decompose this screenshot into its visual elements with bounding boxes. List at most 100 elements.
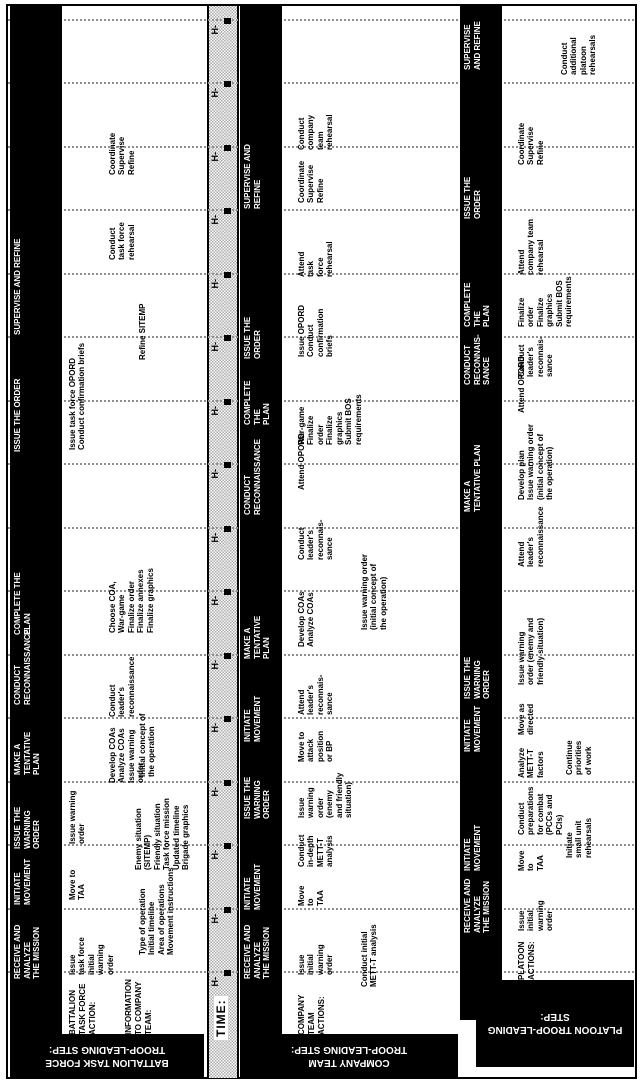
action-text-block: Issue task force initial warning order — [68, 937, 115, 975]
action-text-block: Issue OPORD Conduct confirmation briefs — [297, 304, 335, 357]
action-text-block: Move to attack position or BP — [297, 730, 335, 762]
action-text-block: Conduct leader's reconnaissance — [108, 656, 136, 717]
step-header-cell: COMPLETE THE PLAN — [13, 572, 32, 635]
step-header-cell: INITIATE MOVEMENT — [13, 858, 32, 905]
row-label: INFORMATION TO COMPANY TEAM: — [124, 979, 153, 1035]
action-text-block: Conduct in-depth METT-T analysis — [297, 834, 335, 867]
h-hour-tick-label: H- — [210, 469, 220, 479]
action-text-block: Conduct company team rehearsal — [297, 114, 335, 150]
row-label: PLATOON ACTIONS: — [517, 941, 536, 980]
action-text-block: Move to TAA — [68, 869, 87, 900]
step-header-cell: INITIATE MOVEMENT — [463, 824, 482, 871]
h-hour-tick-label: H- — [210, 850, 220, 860]
action-text-block: Issue warning order (enemy and friendly … — [517, 617, 545, 685]
action-text-block: Conduct preparations for combat (PCCs an… — [517, 786, 564, 835]
action-text-block: Attend leader's reconnaissance — [517, 506, 545, 567]
band-battalion: BATTALION TASK FORCE TROOP-LEADING STEP:… — [10, 6, 204, 1078]
h-hour-tick-label: H- — [210, 215, 220, 225]
action-text-block: Coordinate Supervise Refine — [297, 160, 325, 203]
band-platoon: PLATOON TROOP-LEADING STEP: PLATOON ACTIO… — [460, 6, 634, 1078]
h-hour-tick-label: H- — [210, 723, 220, 733]
band-side-label: PLATOON TROOP-LEADING STEP: — [476, 980, 634, 1067]
h-hour-tick-mark — [224, 335, 231, 341]
step-header-cell: CONDUCT RECONNAIS- SANCE — [463, 334, 492, 385]
h-hour-tick-mark — [224, 145, 231, 151]
step-header-cell: ISSUE THE ORDER — [463, 176, 482, 219]
h-hour-tick-label: H- — [210, 977, 220, 987]
band-side-label-text: COMPANY TEAM TROOP-LEADING STEP: — [290, 1044, 408, 1068]
h-hour-tick-label: H- — [210, 660, 220, 670]
action-text-block: Conduct task force rehearsal — [108, 222, 136, 260]
band-side-label: BATTALION TASK FORCE TROOP-LEADING STEP: — [10, 1034, 204, 1078]
action-text-block: War-game Finalize order Finalize graphic… — [297, 394, 363, 445]
h-hour-tick-mark — [224, 81, 231, 87]
step-header-cell: RECEIVE AND ANALYZE THE MISSION — [13, 924, 42, 979]
step-header-cell: CONDUCT RECONNAISSANCE — [243, 438, 262, 515]
action-text-block: Type of operation Initial timeline Area … — [138, 867, 176, 955]
action-text-block: Issue warning order — [68, 790, 87, 844]
row-label: COMPANY TEAM ACTIONS: — [297, 994, 326, 1035]
h-hour-tick-mark — [224, 399, 231, 405]
step-header-cell: ISSUE THE WARNING ORDER — [463, 656, 492, 699]
step-header-cell: INITIATE MOVEMENT — [243, 695, 262, 742]
h-hour-tick-mark — [224, 18, 231, 24]
h-hour-tick-label: H- — [210, 596, 220, 606]
h-hour-tick-label: H- — [210, 152, 220, 162]
action-text-block: Issue task force OPORD Conduct confirmat… — [68, 342, 87, 450]
action-text-block: Issue initial warning order — [297, 944, 335, 975]
h-hour-tick-mark — [224, 589, 231, 595]
row-label: BATTALION TASK FORCE ACTION: — [68, 983, 97, 1035]
action-text-block: Conduct initial METT-T analysis — [360, 924, 379, 987]
step-header-cell: RECEIVE AND ANALYZE THE MISSION — [463, 878, 492, 933]
action-text-block: Issue warning order (initial concept of … — [360, 553, 388, 630]
h-hour-tick-label: H- — [210, 787, 220, 797]
h-hour-tick-mark — [224, 843, 231, 849]
step-header-cell: SUPERVISE AND REFINE — [463, 21, 482, 70]
h-hour-tick-mark — [224, 208, 231, 214]
action-text-block: Enemy situation (SITEMP) Friendly situat… — [134, 798, 191, 870]
action-text-block: Choose COA, War-game Finalize order Fina… — [108, 568, 155, 633]
step-header-cell: RECEIVE AND ANALYZE THE MISSION — [243, 924, 272, 979]
step-header-cell: INITIATE MOVEMENT — [463, 705, 482, 752]
action-text-block: Coordinate Supervise Refine — [517, 122, 545, 165]
step-header-cell: ISSUE THE WARNING ORDER — [243, 776, 272, 819]
h-hour-tick-mark — [224, 907, 231, 913]
action-text-block: Move as directed — [517, 703, 536, 735]
band-side-label: COMPANY TEAM TROOP-LEADING STEP: — [240, 1034, 458, 1078]
h-hour-tick-mark — [224, 462, 231, 468]
action-text-block: Move to TAA — [297, 885, 325, 906]
step-header-cell: COMPLETE THE PLAN — [463, 282, 492, 327]
action-text-block: Attend company team rehearsal — [517, 218, 545, 275]
h-hour-tick-mark — [224, 716, 231, 722]
action-text-block: Analyze METT-T factors — [517, 747, 545, 778]
h-hour-tick-mark — [224, 653, 231, 659]
step-header-cell: MAKE A TENTATIVE PLAN — [13, 731, 42, 775]
h-hour-tick-label: H- — [210, 533, 220, 543]
band-side-label-text: PLATOON TROOP-LEADING STEP: — [487, 1011, 623, 1036]
h-hour-tick-label: H- — [210, 406, 220, 416]
action-text-block: Conduct leader's reconnais- sance — [297, 519, 335, 560]
action-text-block: Continue priorities of work — [565, 740, 593, 775]
action-text-block: Refine SITEMP — [138, 303, 147, 360]
step-header-cell: INITIATE MOVEMENT — [243, 863, 262, 910]
step-header-cell: MAKE A TENTATIVE PLAN — [243, 615, 272, 659]
h-hour-tick-mark — [224, 780, 231, 786]
h-hour-tick-label: H- — [210, 88, 220, 98]
action-text-block: Develop plan Issue warning order (initia… — [517, 423, 555, 500]
step-header-cell: ISSUE THE ORDER — [243, 316, 262, 359]
action-text-block: Conduct additional platoon rehearsals — [560, 34, 598, 75]
h-hour-tick-label: H- — [210, 25, 220, 35]
h-hour-tick-label: H- — [210, 914, 220, 924]
step-header-cell: MAKE A TENTATIVE PLAN — [463, 444, 482, 512]
action-text-block: Coordinate Supervise Refine — [108, 132, 136, 175]
action-text-block: Move to TAA — [517, 850, 545, 871]
h-hour-tick-mark — [224, 272, 231, 278]
action-text-block: Issue warning order (enemy and friendly … — [297, 772, 354, 818]
action-text-block: Initial concept of the operation — [138, 713, 157, 777]
step-header-cell: CONDUCT RECONNAISSANCE — [13, 628, 32, 705]
h-hour-tick-mark — [224, 526, 231, 532]
action-text-block: Finalize order Finalize graphics Submit … — [517, 276, 574, 327]
step-header-cell: SUPERVISE AND REFINE — [13, 238, 22, 335]
